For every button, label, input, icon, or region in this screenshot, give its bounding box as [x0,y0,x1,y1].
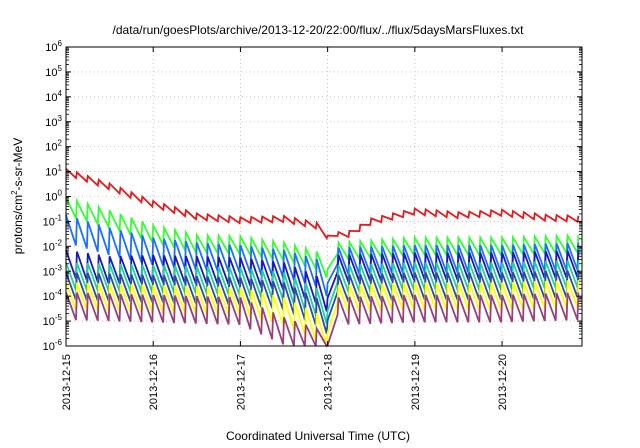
y-tick-label: 10-5 [43,313,63,328]
y-axis-label: protons/cm2-s-sr-MeV [10,138,25,254]
y-tick-label: 102 [45,139,62,154]
y-tick-labels: 106 105 104 103 102 101 100 10-1 10-2 10-3 10-4 10-… [43,39,63,353]
series-line [65,167,580,241]
y-tick-label: 104 [45,89,62,104]
series-line [65,214,580,297]
y-tick-label: 10-1 [43,213,63,228]
series-layer [65,167,580,348]
y-tick-label: 101 [45,164,62,179]
chart-title: /data/run/goesPlots/archive/2013-12-20/2… [113,23,525,37]
y-tick-label: 105 [45,64,62,79]
x-tick-labels: 2013-12-15 2013-12-16 2013-12-17 2013-12-18… [61,354,509,410]
x-tick-label: 2013-12-17 [235,354,247,410]
x-tick-label: 2013-12-20 [497,354,509,410]
plot-frame [65,46,583,347]
y-tick-label: 10-4 [43,288,63,303]
y-tick-label: 100 [45,189,62,204]
x-tick-label: 2013-12-19 [410,354,422,410]
y-tick-label: 106 [45,39,62,54]
series-line [65,197,580,279]
x-tick-label: 2013-12-18 [323,354,335,410]
x-tick-label: 2013-12-16 [148,354,160,410]
y-tick-label: 10-3 [43,263,63,278]
x-axis-label: Coordinated Universal Time (UTC) [226,429,410,443]
y-tick-label: 103 [45,114,62,129]
x-tick-label: 2013-12-15 [61,354,73,410]
y-tick-label: 10-2 [43,238,63,253]
axes [65,46,583,347]
y-tick-label: 10-6 [43,338,63,353]
